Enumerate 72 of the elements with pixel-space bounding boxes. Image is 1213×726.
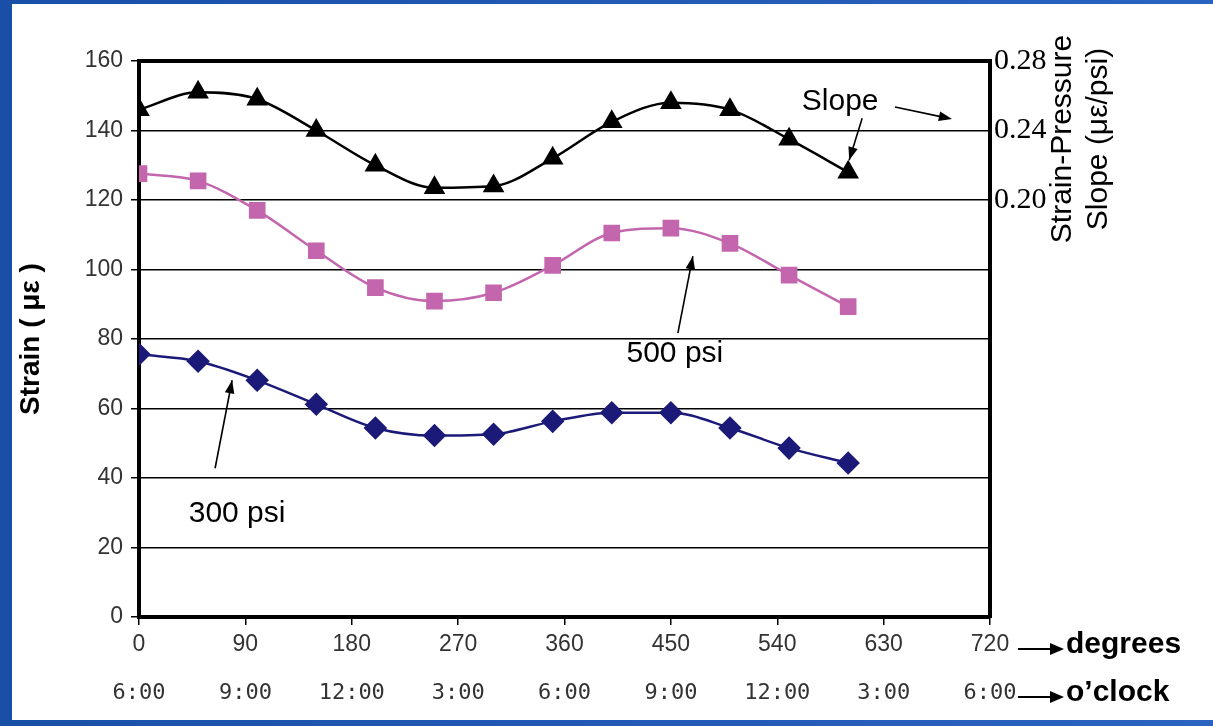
point: [423, 424, 446, 447]
y-axis-title: Strain ( με ): [13, 263, 45, 415]
y-tick-label: 140: [84, 115, 123, 142]
point: [838, 160, 859, 179]
point: [186, 349, 210, 373]
y-tick-label: 160: [84, 46, 123, 73]
x-tick-label: 630: [864, 630, 903, 657]
text: 6:00: [963, 678, 1017, 704]
y-tick-label: 60: [97, 393, 123, 420]
text: 6:00: [112, 678, 166, 704]
point: [780, 266, 798, 284]
point: [542, 147, 563, 165]
legend-label: Slope: [801, 83, 879, 117]
point: [189, 172, 207, 190]
y2-tick-label: 0.20: [994, 180, 1047, 214]
point: [660, 91, 681, 109]
point: [718, 416, 742, 440]
point: [836, 451, 860, 475]
point: [662, 219, 680, 237]
text: 500 psi: [626, 335, 724, 369]
point: [247, 87, 268, 106]
y-tick-label: 0: [110, 602, 123, 629]
point: [603, 224, 621, 242]
text: 6:00: [538, 678, 591, 704]
x-tick-label: 450: [651, 630, 691, 657]
x-tick-label: 270: [438, 630, 478, 657]
point: [248, 202, 266, 219]
x-tick-label: 0: [132, 630, 146, 657]
point: [541, 410, 564, 433]
text: 9:00: [218, 678, 272, 704]
text: 12:00: [318, 678, 385, 704]
point: [720, 98, 740, 116]
y2-tick-label: 0.24: [994, 111, 1047, 145]
y-tick-label: 40: [97, 463, 123, 490]
y-tick-label: 100: [84, 254, 123, 281]
point: [426, 292, 443, 310]
point: [365, 154, 386, 172]
point: [777, 436, 801, 460]
point: [600, 401, 624, 424]
point: [544, 257, 561, 274]
point: [364, 416, 387, 440]
point: [485, 284, 502, 302]
x-tick-label: 360: [545, 630, 584, 657]
text: 9:00: [644, 678, 698, 704]
text: 3:00: [431, 678, 485, 704]
point: [659, 401, 683, 424]
point: [305, 393, 328, 416]
point: [483, 174, 504, 193]
x-tick-label: 90: [232, 630, 259, 657]
y-tick-label: 80: [97, 324, 123, 351]
point: [367, 279, 384, 296]
x-tick-label: 180: [332, 630, 371, 657]
text: 3:00: [857, 678, 911, 704]
x-tick-label: 720: [970, 630, 1010, 657]
text: 300 psi: [188, 494, 286, 528]
x-tick-label: 540: [758, 630, 797, 657]
y-tick-label: 120: [84, 185, 123, 212]
point: [307, 242, 325, 260]
point: [601, 110, 622, 129]
point: [306, 119, 327, 137]
text: 12:00: [744, 678, 811, 704]
point: [424, 176, 445, 195]
point: [188, 81, 209, 99]
y-tick-label: 20: [97, 532, 123, 559]
point: [245, 369, 269, 392]
point: [482, 422, 505, 446]
y2-tick-label: 0.28: [994, 41, 1047, 75]
point: [839, 298, 857, 315]
point: [721, 235, 739, 252]
text: o’clock: [1066, 674, 1170, 708]
x-axis-title: degrees: [1066, 626, 1182, 660]
point: [779, 127, 799, 146]
